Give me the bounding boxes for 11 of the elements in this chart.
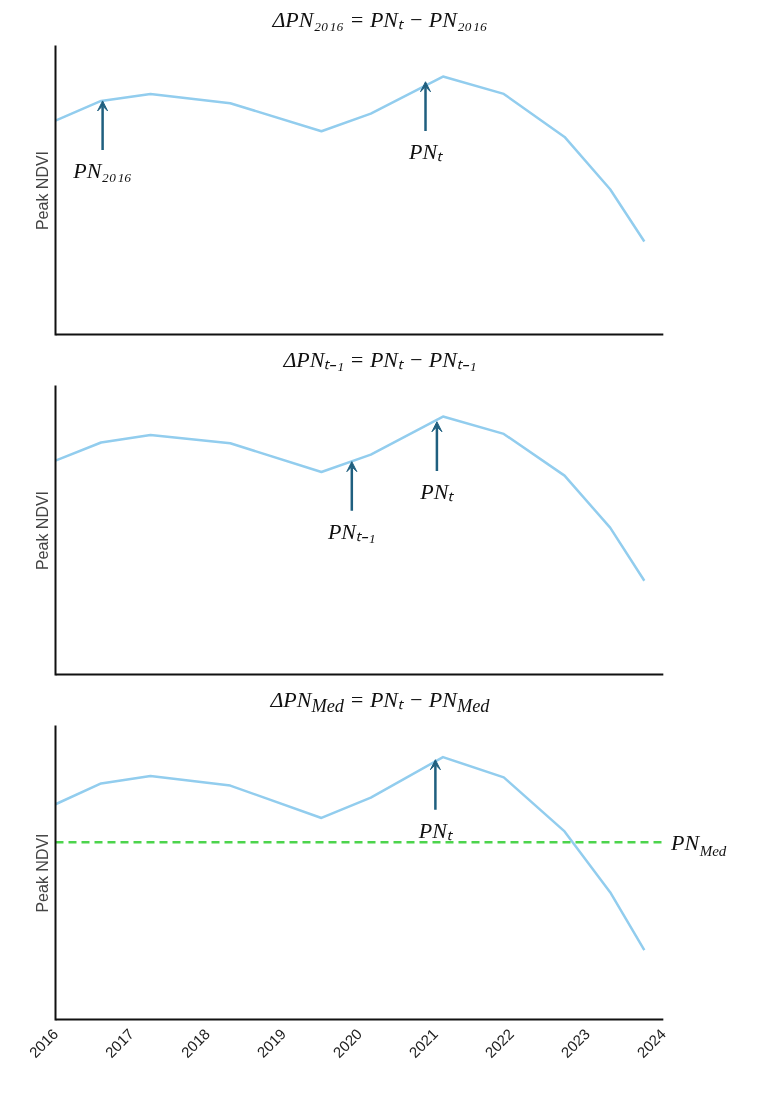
annotation: PN₂₀₁₆ — [72, 157, 132, 183]
y-axis-title: Peak NDVI — [33, 490, 51, 571]
y-axis-title: Peak NDVI — [33, 150, 51, 231]
chart-title: ΔPN₂₀₁₆ = PNₜ − PN₂₀₁₆ — [271, 6, 489, 34]
annotation: PNₜ — [417, 817, 454, 843]
y-axis-title: Peak NDVI — [33, 833, 51, 913]
chart-title: ΔPN$_{Med}$ = PNₜ − PN$_{Med}$ — [269, 686, 491, 719]
annotation: PNₜ — [407, 138, 445, 164]
chart-title: ΔPNₜ₋₁ = PNₜ − PNₜ₋₁ — [282, 346, 478, 374]
annotation: PNₜ — [419, 478, 456, 504]
annotation: PNₜ₋₁ — [326, 518, 376, 544]
